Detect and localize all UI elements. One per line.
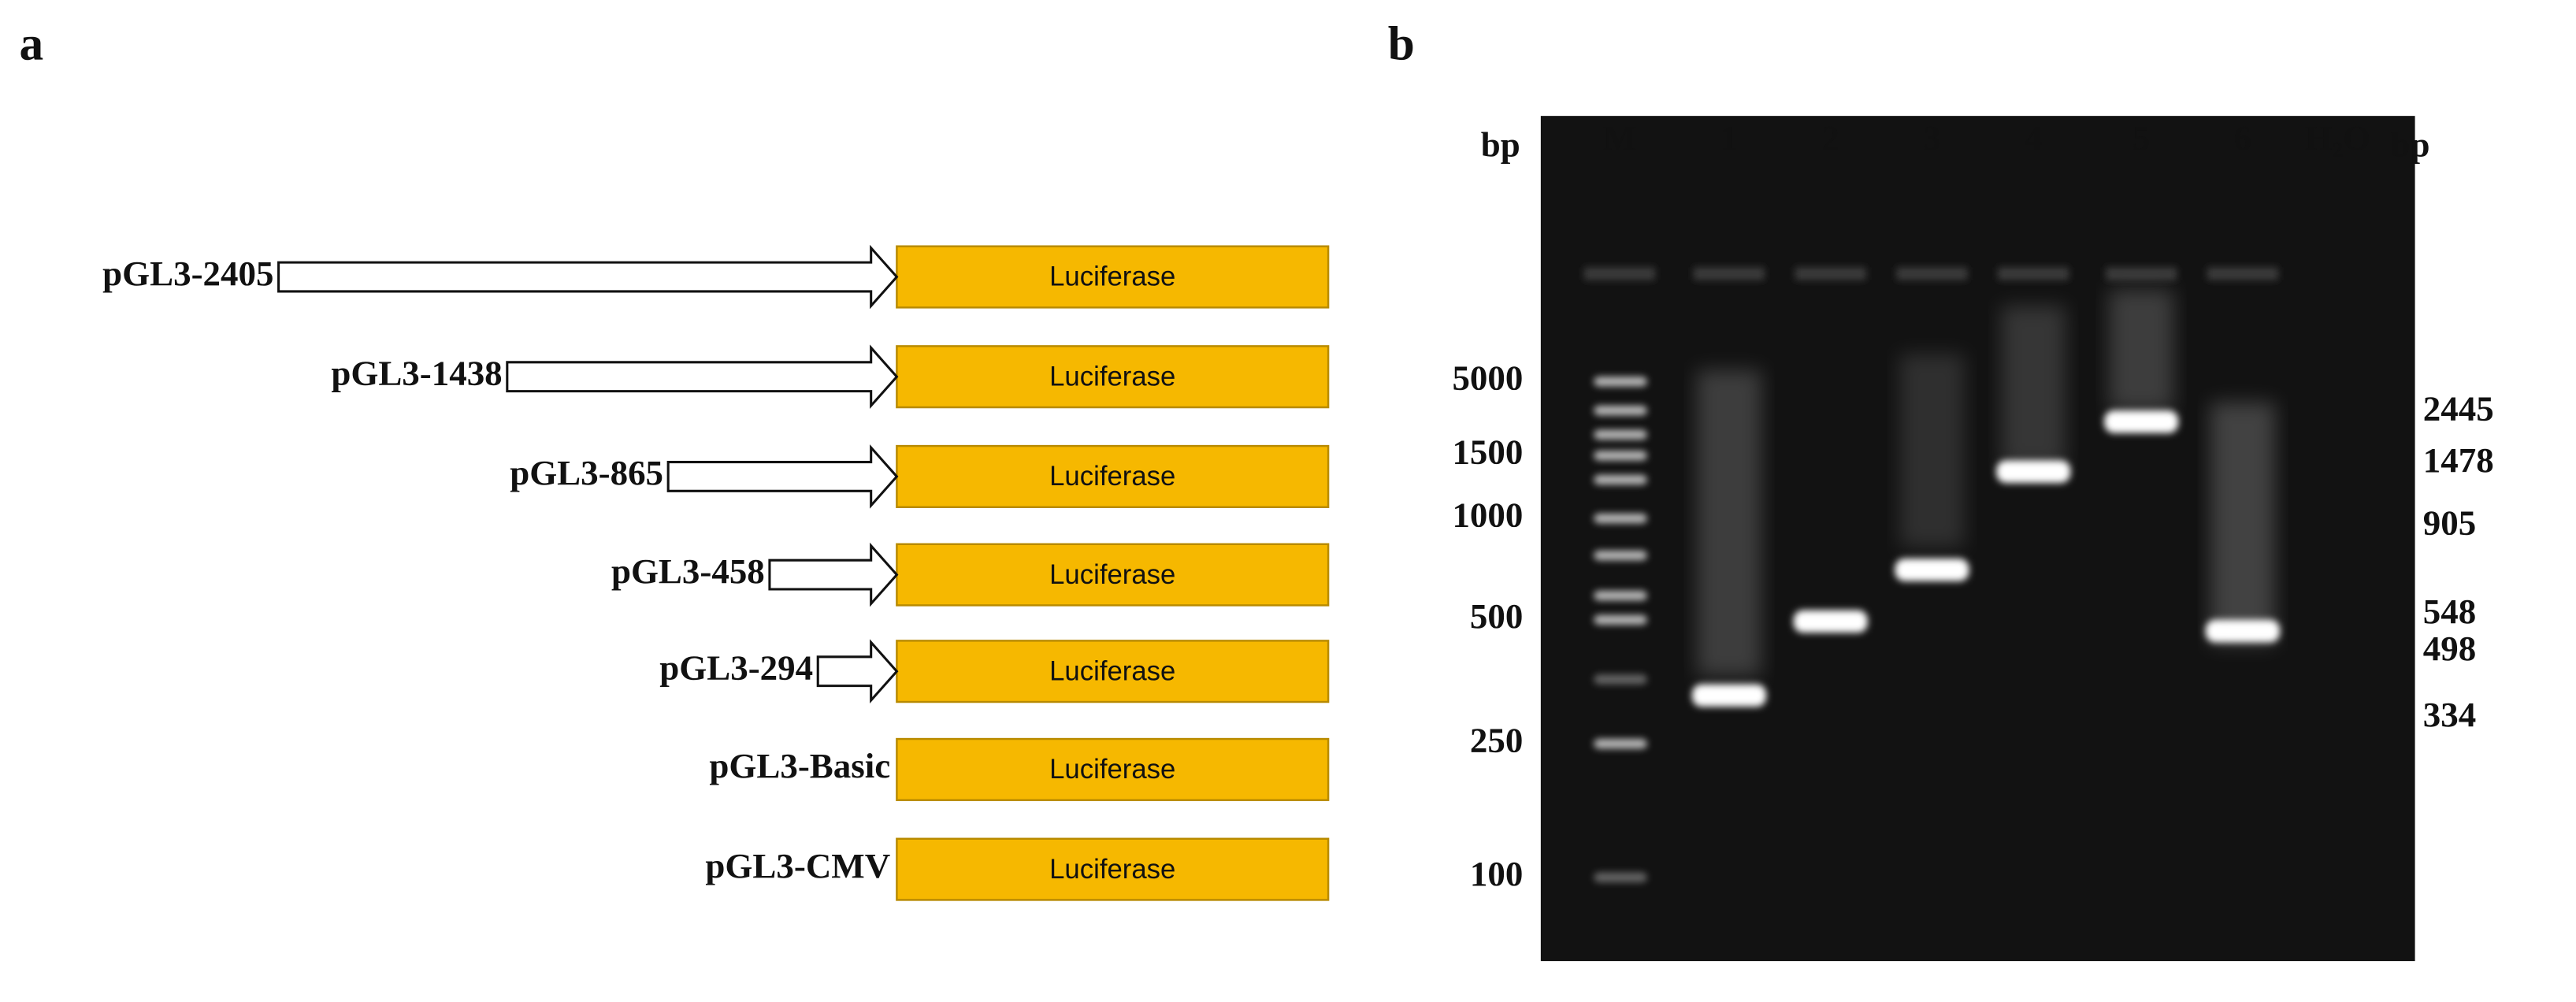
construct-name: pGL3-Basic	[709, 746, 890, 785]
dna-band	[1793, 610, 1868, 633]
construct-name: pGL3-CMV	[705, 846, 890, 885]
product-size: 2445	[2423, 389, 2494, 429]
unit-label: bp	[2390, 124, 2429, 164]
luciferase-box	[896, 444, 1330, 508]
well	[1795, 267, 1866, 280]
panel-label: a	[20, 17, 44, 70]
luciferase-box	[896, 737, 1330, 801]
lane-label: H₂O	[2305, 118, 2370, 158]
dna-band	[1691, 684, 1766, 707]
ladder-band	[1594, 614, 1647, 625]
construct-name: pGL3-865	[510, 453, 663, 492]
ladder-band	[1594, 550, 1647, 561]
ladder-band	[1594, 429, 1647, 440]
ladder-band	[1594, 513, 1647, 524]
product-size: 548	[2423, 592, 2476, 631]
well	[1584, 267, 1655, 280]
promoter-arrow	[768, 542, 899, 607]
product-size: 905	[2423, 503, 2476, 543]
marker-size: 5000	[1452, 358, 1523, 398]
promoter-arrow	[666, 444, 899, 509]
ladder-band	[1594, 739, 1647, 749]
promoter-arrow	[816, 639, 899, 704]
well	[1998, 267, 2069, 280]
smear	[2210, 402, 2275, 644]
product-size: 334	[2423, 695, 2476, 734]
lane-label: 1	[1720, 118, 1738, 158]
luciferase-box	[896, 543, 1330, 607]
ladder-band	[1594, 451, 1647, 461]
ladder-band	[1594, 406, 1647, 416]
ladder-band	[1594, 591, 1647, 601]
box-label: Luciferase	[1049, 855, 1175, 885]
box-label: Luciferase	[1049, 462, 1175, 492]
lane-label: 6	[2234, 118, 2251, 158]
dna-band	[2104, 410, 2179, 433]
dna-band	[1996, 460, 2071, 484]
construct-name: pGL3-1438	[331, 354, 502, 393]
lane-label: 2	[1821, 118, 1839, 158]
dna-band	[1895, 559, 1969, 581]
product-size: 1478	[2423, 440, 2494, 480]
smear	[1899, 354, 1965, 547]
luciferase-box	[896, 245, 1330, 309]
marker-size: 250	[1470, 721, 1523, 760]
box-label: Luciferase	[1049, 755, 1175, 785]
lane-label: M	[1603, 118, 1636, 158]
box-label: Luciferase	[1049, 560, 1175, 590]
gel	[1540, 116, 2415, 962]
smear	[2001, 306, 2066, 467]
well	[2207, 267, 2278, 280]
luciferase-box	[896, 837, 1330, 901]
ladder-band	[1594, 377, 1647, 387]
marker-size: 1000	[1452, 495, 1523, 534]
box-label: Luciferase	[1049, 656, 1175, 686]
marker-size: 1500	[1452, 432, 1523, 472]
marker-size: 100	[1470, 854, 1523, 893]
well	[2106, 267, 2177, 280]
construct-name: pGL3-2405	[102, 254, 273, 293]
lane-label: 4	[2025, 118, 2042, 158]
well	[1694, 267, 1765, 280]
smear	[2109, 289, 2174, 411]
promoter-arrow	[277, 244, 899, 310]
ladder-band	[1594, 872, 1647, 882]
box-label: Luciferase	[1049, 262, 1175, 292]
ladder-band	[1594, 474, 1647, 485]
gel-bands	[1584, 267, 2280, 882]
ladder-band	[1594, 674, 1647, 685]
lane-label: 5	[2132, 118, 2150, 158]
unit-label: bp	[1481, 124, 1520, 164]
marker-size: 500	[1470, 596, 1523, 636]
panel-label: b	[1388, 17, 1415, 70]
promoter-arrow	[506, 344, 899, 410]
smear	[1697, 370, 1761, 677]
box-label: Luciferase	[1049, 362, 1175, 392]
lane-label: 3	[1923, 118, 1940, 158]
construct-name: pGL3-294	[659, 648, 813, 688]
well	[1896, 267, 1968, 280]
luciferase-box	[896, 640, 1330, 703]
product-size: 498	[2423, 629, 2476, 668]
construct-name: pGL3-458	[611, 551, 765, 591]
dna-band	[2205, 619, 2280, 643]
